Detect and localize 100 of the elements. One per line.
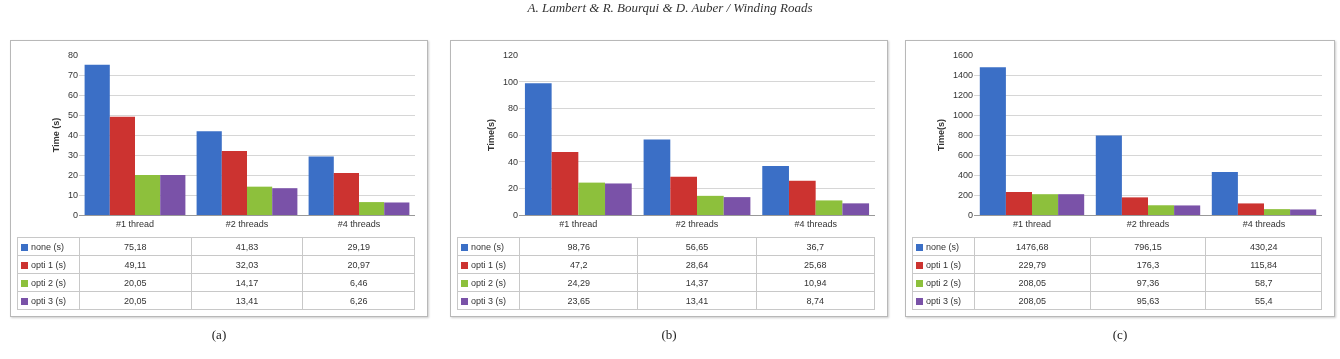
data-label: 14,37 [637, 273, 757, 292]
bar [524, 83, 552, 215]
data-label: 98,76 [519, 237, 638, 256]
y-tick-label: 80 [67, 50, 78, 61]
y-tick-label: 100 [502, 76, 518, 87]
data-label: 430,24 [1205, 237, 1322, 256]
y-tick-label: 20 [67, 170, 78, 181]
bar [1264, 209, 1291, 215]
data-label: 47,2 [519, 255, 638, 274]
bar [1211, 171, 1238, 215]
bar [1095, 135, 1122, 215]
bar [84, 64, 110, 215]
bar [670, 176, 697, 215]
bar [788, 180, 816, 215]
y-tick-label: 70 [67, 70, 78, 81]
text: (a) [210, 327, 228, 343]
bar [1174, 205, 1201, 215]
data-label: 41,83 [191, 237, 303, 256]
y-tick-label: 600 [957, 150, 973, 161]
x-tick-label: #2 threads [1126, 218, 1170, 229]
bar [842, 203, 870, 215]
x-tick-label: #1 thread [1012, 218, 1052, 229]
data-label: 28,64 [637, 255, 757, 274]
y-tick-label: 80 [507, 103, 518, 114]
bar [578, 182, 606, 215]
data-label: 56,65 [637, 237, 757, 256]
bar [605, 183, 632, 215]
bar [1290, 209, 1317, 215]
legend-label: opti 3 (s) [912, 291, 975, 310]
bar [1032, 194, 1059, 215]
bar [1058, 194, 1085, 215]
y-tick-label: 60 [507, 130, 518, 141]
x-tick-label: #4 threads [1242, 218, 1286, 229]
data-label: 13,41 [191, 291, 303, 310]
bar [815, 200, 843, 215]
y-tick-label: 60 [67, 90, 78, 101]
data-label: 49,11 [79, 255, 192, 274]
y-tick-label: 1000 [952, 110, 973, 121]
bar [1121, 197, 1148, 215]
data-label: 796,15 [1090, 237, 1206, 256]
legend-label: opti 2 (s) [912, 273, 975, 292]
legend-label: none (s) [457, 237, 520, 256]
y-tick-label: 30 [67, 150, 78, 161]
legend-label: opti 2 (s) [17, 273, 80, 292]
y-tick-label: 0 [512, 210, 518, 221]
data-label: 75,18 [79, 237, 192, 256]
y-tick-label: 120 [502, 50, 518, 61]
data-label: 36,7 [756, 237, 875, 256]
legend-label: opti 1 (s) [17, 255, 80, 274]
text: (c) [1111, 327, 1129, 343]
bar [308, 156, 334, 215]
bar [1237, 203, 1264, 215]
data-label: 29,19 [302, 237, 415, 256]
bar [160, 174, 186, 215]
bar [272, 188, 298, 215]
legend-label: opti 1 (s) [457, 255, 520, 274]
x-tick-label: #1 thread [115, 218, 155, 229]
data-label: 55,4 [1205, 291, 1322, 310]
data-label: 32,03 [191, 255, 303, 274]
data-label: 23,65 [519, 291, 638, 310]
data-label: 229,79 [974, 255, 1091, 274]
data-label: 6,46 [302, 273, 415, 292]
y-tick-label: 20 [507, 183, 518, 194]
data-label: 20,05 [79, 273, 192, 292]
data-label: 10,94 [756, 273, 875, 292]
bar [247, 186, 273, 215]
bar [221, 150, 247, 215]
bar [359, 202, 385, 215]
bar [979, 67, 1006, 215]
bar [109, 116, 135, 215]
y-tick-label: 800 [957, 130, 973, 141]
data-label: 24,29 [519, 273, 638, 292]
bar [762, 166, 789, 215]
data-label: 95,63 [1090, 291, 1206, 310]
y-tick-label: 10 [67, 190, 78, 201]
legend-label: opti 3 (s) [457, 291, 520, 310]
data-label: 176,3 [1090, 255, 1206, 274]
bar [333, 173, 359, 215]
y-tick-label: 0 [72, 210, 78, 221]
bar [196, 131, 222, 215]
y-tick-label: 200 [957, 190, 973, 201]
data-label: 115,84 [1205, 255, 1322, 274]
data-label: 20,97 [302, 255, 415, 274]
x-tick-label: #2 threads [675, 218, 719, 229]
y-tick-label: 1200 [952, 90, 973, 101]
bar [643, 139, 671, 215]
data-label: 14,17 [191, 273, 303, 292]
y-tick-label: 400 [957, 170, 973, 181]
text: A. Lambert & R. Bourqui & D. Auber / Winding Roads [526, 0, 814, 16]
y-axis-title: Time(s) [486, 119, 497, 151]
legend-label: opti 1 (s) [912, 255, 975, 274]
legend-label: opti 2 (s) [457, 273, 520, 292]
text: (b) [660, 327, 678, 343]
y-tick-label: 1600 [952, 50, 973, 61]
legend-label: none (s) [17, 237, 80, 256]
bar [697, 195, 724, 215]
y-tick-label: 40 [67, 130, 78, 141]
bar [135, 174, 161, 215]
data-label: 20,05 [79, 291, 192, 310]
data-label: 8,74 [756, 291, 875, 310]
